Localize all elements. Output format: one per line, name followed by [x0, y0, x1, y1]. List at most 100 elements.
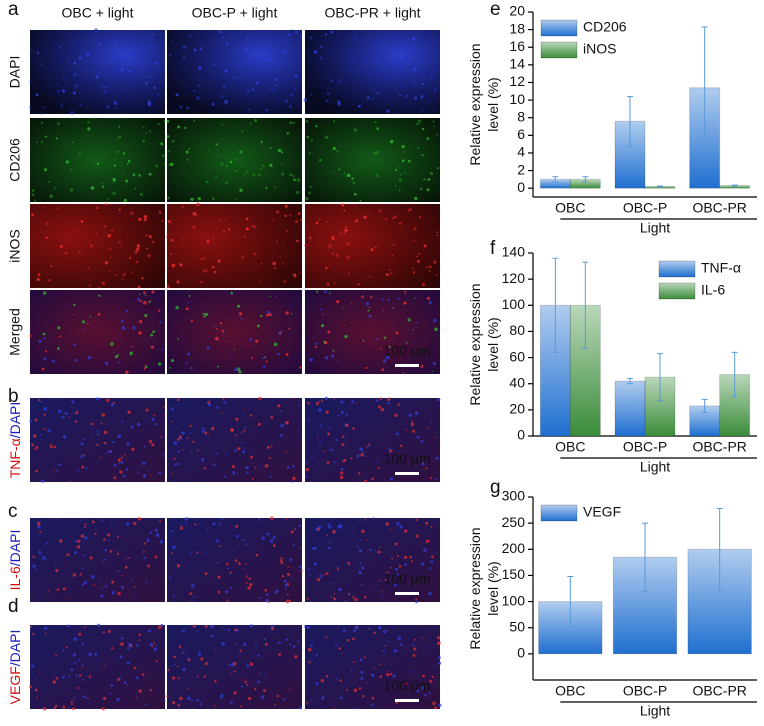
- texture: [154, 555, 158, 559]
- texture: [418, 119, 422, 123]
- texture: [176, 564, 181, 568]
- texture: [218, 154, 220, 157]
- texture: [182, 46, 185, 49]
- texture: [44, 626, 48, 630]
- texture: [397, 636, 401, 641]
- texture: [264, 356, 267, 359]
- texture: [91, 433, 93, 436]
- texture: [125, 557, 127, 560]
- texture: [303, 625, 307, 628]
- texture: [70, 168, 73, 171]
- texture: [320, 45, 323, 49]
- texture: [358, 420, 360, 423]
- texture: [292, 543, 296, 546]
- texture: [425, 539, 430, 544]
- texture: [146, 37, 151, 41]
- texture: [113, 101, 118, 105]
- texture: [425, 521, 429, 525]
- texture: [237, 125, 240, 128]
- texture: [375, 461, 378, 464]
- texture: [181, 205, 184, 209]
- texture: [45, 236, 49, 239]
- texture: [188, 294, 191, 297]
- texture: [206, 269, 209, 272]
- texture: [126, 163, 129, 165]
- texture: [351, 533, 353, 535]
- y-axis-label-line: Relative expression: [467, 283, 483, 405]
- y-tick-label: 40: [509, 374, 525, 390]
- texture: [232, 76, 236, 80]
- texture: [224, 69, 228, 73]
- texture: [39, 112, 42, 115]
- legend-label: CD206: [583, 19, 627, 35]
- texture: [143, 542, 147, 545]
- texture: [120, 319, 124, 323]
- texture: [80, 455, 84, 458]
- texture: [375, 173, 379, 178]
- texture: [414, 297, 416, 299]
- texture: [358, 67, 361, 70]
- texture: [58, 463, 61, 467]
- y-tick-label: 10: [509, 91, 525, 107]
- texture: [213, 270, 217, 274]
- texture: [215, 452, 218, 455]
- texture: [221, 411, 223, 414]
- texture: [45, 135, 48, 138]
- texture: [266, 445, 270, 449]
- texture: [133, 666, 137, 670]
- texture: [324, 356, 329, 360]
- texture: [157, 143, 160, 145]
- texture: [89, 556, 93, 560]
- texture: [192, 225, 196, 229]
- texture: [387, 629, 389, 631]
- texture: [171, 407, 174, 411]
- texture: [330, 79, 334, 83]
- texture: [163, 699, 166, 702]
- texture: [380, 348, 382, 350]
- texture: [292, 175, 295, 177]
- texture: [414, 411, 419, 416]
- texture: [31, 189, 35, 192]
- texture: [320, 324, 325, 328]
- texture: [251, 97, 253, 100]
- texture: [137, 39, 141, 42]
- texture: [32, 632, 35, 636]
- texture: [416, 435, 420, 439]
- texture: [167, 196, 170, 200]
- texture: [147, 253, 151, 258]
- texture: [244, 426, 247, 429]
- texture: [116, 150, 119, 154]
- texture: [233, 662, 237, 666]
- texture: [425, 467, 428, 470]
- texture: [221, 329, 225, 333]
- texture: [294, 655, 298, 659]
- texture: [100, 594, 104, 598]
- texture: [176, 438, 180, 441]
- texture: [45, 222, 49, 226]
- texture: [169, 367, 171, 369]
- legend-label: IL-6: [701, 282, 725, 298]
- texture: [105, 398, 110, 402]
- texture: [389, 528, 392, 531]
- texture: [225, 340, 227, 343]
- texture: [368, 444, 371, 447]
- texture: [74, 84, 79, 88]
- texture: [41, 479, 45, 483]
- texture: [428, 692, 431, 695]
- texture: [109, 247, 112, 251]
- texture: [315, 681, 319, 685]
- texture: [128, 557, 130, 559]
- texture: [145, 581, 148, 584]
- y-tick-label: 300: [502, 488, 526, 504]
- texture: [144, 365, 148, 369]
- texture: [72, 707, 76, 711]
- texture: [109, 549, 113, 553]
- texture: [388, 345, 391, 348]
- texture: [218, 544, 221, 547]
- texture: [290, 93, 294, 97]
- texture: [103, 441, 107, 445]
- texture: [381, 298, 384, 301]
- texture: [423, 178, 425, 181]
- texture: [369, 307, 371, 309]
- texture: [229, 701, 233, 704]
